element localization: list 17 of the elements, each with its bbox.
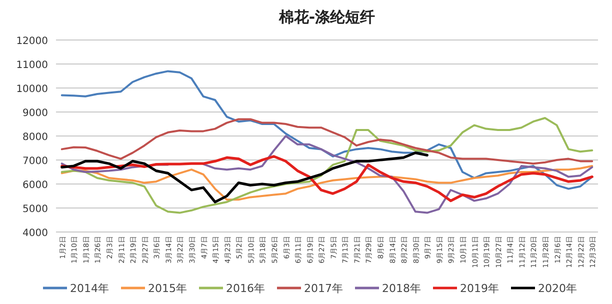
y-tick-label: 4000 xyxy=(22,228,48,239)
chart-title: 棉花-涤纶短纤 xyxy=(278,8,376,26)
y-tick-label: 11000 xyxy=(16,60,48,71)
legend-label: 2017年 xyxy=(304,282,343,295)
legend-label: 2016年 xyxy=(226,282,265,295)
legend-label: 2020年 xyxy=(538,282,577,295)
y-tick-label: 8000 xyxy=(22,132,48,143)
legend-label: 2015年 xyxy=(148,282,187,295)
y-tick-label: 12000 xyxy=(16,36,48,47)
y-tick-label: 9000 xyxy=(22,108,48,119)
y-tick-label: 7000 xyxy=(22,156,48,167)
y-tick-label: 10000 xyxy=(16,84,48,95)
legend-label: 2014年 xyxy=(70,282,109,295)
legend-label: 2018年 xyxy=(382,282,421,295)
y-tick-label: 5000 xyxy=(22,204,48,215)
y-tick-label: 6000 xyxy=(22,180,48,191)
legend-label: 2019年 xyxy=(460,282,499,295)
